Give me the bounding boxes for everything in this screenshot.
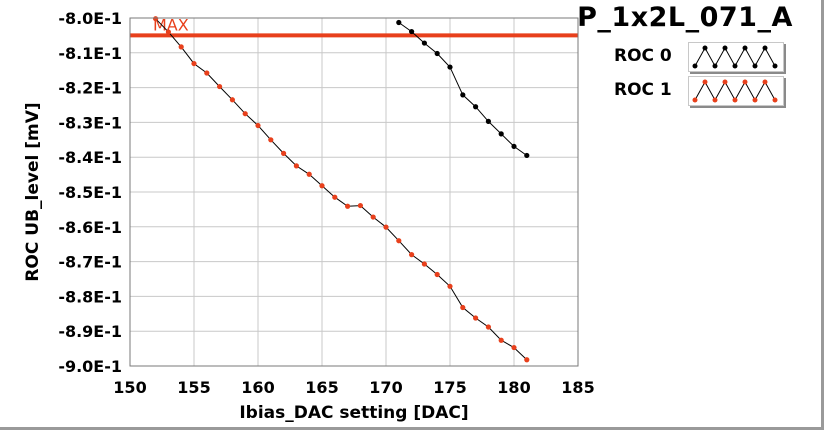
data-point-roc1 [332, 194, 338, 200]
data-point-roc0 [434, 50, 440, 57]
data-point-roc1 [242, 111, 248, 117]
data-point-roc1 [345, 203, 351, 209]
x-tick-label: 170 [369, 378, 402, 397]
data-point-roc1 [460, 304, 466, 311]
data-point-roc1 [498, 337, 504, 343]
legend-marker [752, 63, 758, 69]
x-tick-label: 155 [177, 378, 210, 397]
legend-marker [692, 97, 698, 103]
x-tick-labels: 150 155 160 165 170 175 180 185 [113, 378, 594, 397]
data-point-roc1 [409, 252, 415, 258]
legend-line [694, 80, 776, 102]
max-label: MAX [153, 15, 189, 34]
y-axis-title: ROC UB_level [mV] [23, 102, 43, 281]
data-point-roc1 [165, 29, 171, 35]
y-tick-label: -8.1E-1 [58, 44, 122, 63]
data-point-roc0 [447, 64, 453, 70]
x-tick-label: 180 [497, 378, 530, 397]
data-point-roc0 [485, 118, 491, 124]
data-point-roc0 [473, 104, 479, 110]
series-line-roc1 [155, 18, 528, 361]
plot-border [129, 17, 579, 367]
data-point-roc1 [511, 344, 517, 351]
data-point-roc0 [498, 131, 504, 137]
legend-marker [722, 45, 728, 51]
legend-marker [772, 63, 778, 69]
y-tick-label: -9.0E-1 [58, 357, 122, 376]
legend-label-roc1: ROC 1 [614, 80, 672, 100]
data-point-roc1 [473, 315, 479, 321]
data-point-roc1 [281, 150, 287, 156]
max-annotation: MAX [130, 15, 578, 38]
y-tick-label: -8.9E-1 [58, 322, 122, 341]
series-layer [153, 16, 530, 363]
legend-marker [762, 45, 768, 51]
data-point-roc0 [460, 92, 466, 98]
data-point-roc1 [524, 357, 530, 363]
data-point-roc1 [268, 137, 274, 143]
data-point-roc1 [153, 16, 159, 22]
data-point-roc1 [204, 70, 210, 76]
legend-entry-roc1: ROC 1 [606, 74, 784, 106]
y-tick-label: -8.2E-1 [58, 79, 122, 98]
data-point-roc1 [319, 183, 325, 189]
data-point-roc1 [255, 122, 261, 129]
legend-marker [712, 97, 718, 103]
y-tick-label: -8.3E-1 [58, 113, 122, 132]
legend: ROC 0 ROC 1 [606, 40, 784, 106]
y-tick-label: -8.6E-1 [58, 218, 122, 237]
data-point-roc1 [178, 44, 184, 50]
data-point-roc1 [421, 261, 427, 267]
data-point-roc0 [396, 19, 402, 26]
legend-marker [702, 79, 708, 85]
x-axis-title: Ibias_DAC setting [DAC] [239, 403, 468, 423]
data-point-roc1 [217, 83, 223, 90]
y-tick-label: -8.0E-1 [58, 9, 122, 28]
legend-entry-roc0: ROC 0 [606, 40, 784, 72]
y-tick-labels: -8.0E-1 -8.1E-1 -8.2E-1 -8.3E-1 -8.4E-1 -8.5E… [58, 9, 122, 376]
legend-swatch-roc1 [688, 76, 784, 106]
data-point-roc0 [511, 143, 517, 150]
data-point-roc1 [357, 202, 363, 209]
legend-marker [712, 63, 718, 69]
data-point-roc1 [306, 171, 312, 177]
legend-marker [742, 45, 748, 51]
x-tick-label: 175 [433, 378, 466, 397]
y-tick-label: -8.7E-1 [58, 253, 122, 272]
data-point-roc1 [434, 271, 440, 278]
data-point-roc0 [524, 152, 530, 159]
y-tick-label: -8.4E-1 [58, 148, 122, 167]
legend-marker [692, 63, 698, 69]
legend-marker [732, 97, 738, 103]
legend-marker [732, 63, 738, 69]
y-tick-label: -8.5E-1 [58, 183, 122, 202]
x-tick-label: 165 [305, 378, 338, 397]
legend-label-roc0: ROC 0 [614, 46, 672, 66]
legend-marker [772, 97, 778, 103]
data-point-roc1 [370, 214, 376, 220]
data-point-roc1 [485, 324, 491, 330]
x-tick-label: 160 [241, 378, 274, 397]
x-tick-label: 185 [561, 378, 594, 397]
data-point-roc1 [293, 163, 299, 169]
data-point-roc0 [421, 40, 427, 46]
data-point-roc0 [409, 28, 415, 35]
data-point-roc1 [447, 283, 453, 289]
plot-title: P_1x2L_071_A [577, 2, 793, 33]
legend-line [694, 46, 776, 68]
legend-swatch-roc0 [688, 42, 784, 72]
data-point-roc1 [383, 224, 389, 230]
data-point-roc1 [191, 60, 197, 67]
data-point-roc1 [229, 97, 235, 103]
legend-marker [762, 79, 768, 85]
legend-marker [722, 79, 728, 85]
legend-marker [742, 79, 748, 85]
y-tick-label: -8.8E-1 [58, 287, 122, 306]
legend-marker [752, 97, 758, 103]
legend-marker [702, 45, 708, 51]
x-tick-label: 150 [113, 378, 146, 397]
data-point-roc1 [396, 238, 402, 244]
